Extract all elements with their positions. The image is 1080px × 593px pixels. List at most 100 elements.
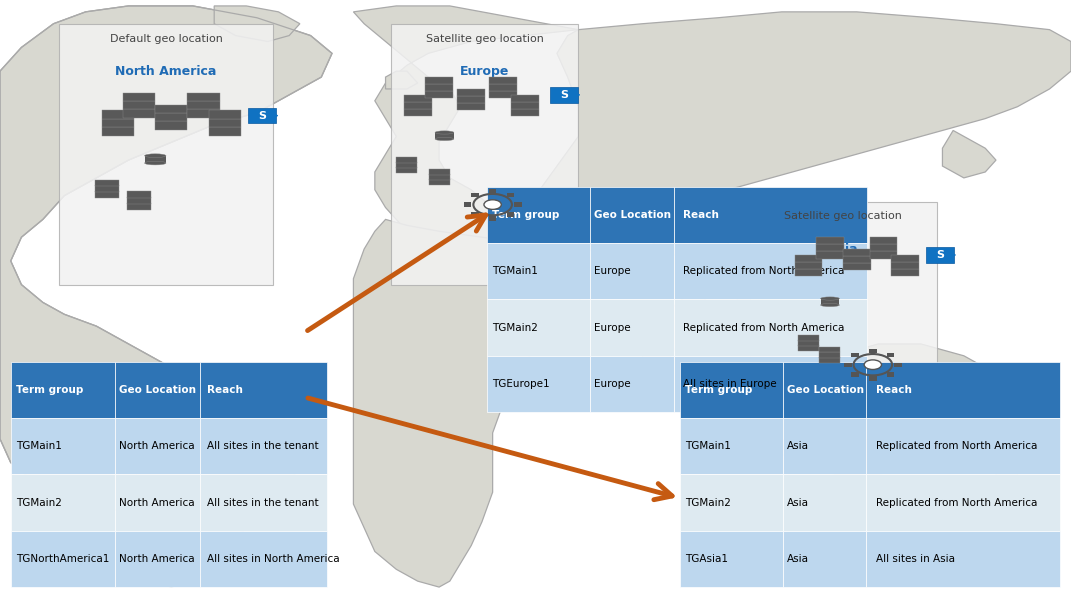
FancyBboxPatch shape — [396, 162, 418, 168]
FancyBboxPatch shape — [887, 372, 894, 377]
FancyBboxPatch shape — [208, 110, 241, 119]
FancyBboxPatch shape — [200, 474, 326, 531]
Text: All sites in Asia: All sites in Asia — [876, 554, 955, 564]
FancyBboxPatch shape — [463, 202, 472, 207]
FancyBboxPatch shape — [887, 353, 894, 357]
FancyBboxPatch shape — [123, 109, 156, 118]
Text: S: S — [258, 111, 267, 120]
FancyBboxPatch shape — [487, 243, 590, 299]
FancyBboxPatch shape — [208, 127, 241, 135]
FancyBboxPatch shape — [200, 531, 326, 587]
Polygon shape — [214, 6, 300, 42]
Text: Reach: Reach — [684, 210, 719, 220]
FancyBboxPatch shape — [127, 203, 151, 209]
FancyBboxPatch shape — [156, 113, 188, 122]
Polygon shape — [353, 219, 589, 587]
FancyBboxPatch shape — [674, 243, 867, 299]
FancyBboxPatch shape — [798, 340, 819, 346]
Text: Replicated from North America: Replicated from North America — [684, 323, 845, 333]
Text: TGAsia1: TGAsia1 — [685, 554, 728, 564]
FancyBboxPatch shape — [866, 474, 1061, 531]
FancyBboxPatch shape — [188, 109, 219, 118]
FancyBboxPatch shape — [95, 192, 119, 197]
FancyBboxPatch shape — [127, 192, 151, 197]
FancyBboxPatch shape — [851, 372, 859, 377]
FancyBboxPatch shape — [114, 418, 200, 474]
FancyBboxPatch shape — [891, 255, 919, 262]
Circle shape — [864, 360, 881, 369]
Text: Reach: Reach — [206, 385, 243, 395]
Text: Term group: Term group — [16, 385, 83, 395]
FancyBboxPatch shape — [891, 269, 919, 276]
FancyBboxPatch shape — [674, 187, 867, 243]
Text: All sites in North America: All sites in North America — [206, 554, 339, 564]
FancyBboxPatch shape — [511, 102, 539, 109]
Text: North America: North America — [116, 65, 217, 78]
FancyBboxPatch shape — [429, 179, 449, 185]
Text: Asia: Asia — [787, 498, 809, 508]
Polygon shape — [996, 463, 1017, 486]
FancyBboxPatch shape — [894, 362, 902, 367]
Text: North America: North America — [119, 498, 194, 508]
FancyBboxPatch shape — [487, 356, 590, 412]
FancyBboxPatch shape — [11, 362, 114, 418]
Polygon shape — [643, 231, 728, 385]
Text: Europe: Europe — [460, 65, 510, 78]
Circle shape — [484, 200, 501, 209]
Polygon shape — [353, 6, 578, 255]
FancyBboxPatch shape — [514, 202, 522, 207]
FancyBboxPatch shape — [429, 169, 449, 174]
FancyBboxPatch shape — [489, 84, 517, 91]
FancyBboxPatch shape — [489, 216, 497, 221]
FancyBboxPatch shape — [123, 93, 156, 101]
Ellipse shape — [821, 304, 839, 307]
FancyBboxPatch shape — [507, 193, 514, 197]
FancyBboxPatch shape — [95, 186, 119, 192]
FancyBboxPatch shape — [816, 237, 843, 244]
FancyBboxPatch shape — [200, 362, 326, 418]
Text: TGEurope1: TGEurope1 — [492, 379, 550, 389]
Text: Replicated from North America: Replicated from North America — [876, 498, 1038, 508]
Text: All sites in Europe: All sites in Europe — [684, 379, 777, 389]
FancyBboxPatch shape — [869, 244, 897, 251]
Text: Europe: Europe — [594, 379, 631, 389]
FancyBboxPatch shape — [869, 251, 897, 259]
FancyBboxPatch shape — [489, 77, 517, 84]
FancyBboxPatch shape — [674, 299, 867, 356]
Text: Europe: Europe — [594, 323, 631, 333]
FancyBboxPatch shape — [426, 91, 453, 98]
FancyBboxPatch shape — [123, 101, 156, 109]
FancyBboxPatch shape — [798, 345, 819, 351]
FancyBboxPatch shape — [489, 189, 497, 193]
Text: Asia: Asia — [787, 554, 809, 564]
FancyBboxPatch shape — [680, 362, 783, 418]
FancyBboxPatch shape — [783, 474, 866, 531]
FancyBboxPatch shape — [507, 212, 514, 216]
Ellipse shape — [145, 161, 166, 165]
FancyBboxPatch shape — [590, 356, 674, 412]
FancyBboxPatch shape — [114, 362, 200, 418]
FancyBboxPatch shape — [590, 187, 674, 243]
FancyBboxPatch shape — [680, 418, 783, 474]
FancyBboxPatch shape — [156, 121, 188, 129]
Text: Replicated from North America: Replicated from North America — [876, 441, 1038, 451]
FancyBboxPatch shape — [869, 237, 897, 244]
FancyBboxPatch shape — [750, 202, 937, 439]
FancyBboxPatch shape — [102, 110, 134, 119]
Text: Geo Location: Geo Location — [787, 385, 864, 395]
FancyBboxPatch shape — [391, 24, 578, 285]
Text: Asia: Asia — [787, 441, 809, 451]
Polygon shape — [943, 130, 996, 178]
Polygon shape — [118, 409, 311, 587]
FancyBboxPatch shape — [680, 474, 783, 531]
FancyBboxPatch shape — [820, 357, 840, 363]
FancyBboxPatch shape — [11, 531, 114, 587]
FancyBboxPatch shape — [487, 299, 590, 356]
Text: Replicated from North America: Replicated from North America — [684, 266, 845, 276]
FancyBboxPatch shape — [95, 180, 119, 186]
FancyBboxPatch shape — [200, 418, 326, 474]
FancyBboxPatch shape — [783, 362, 866, 418]
FancyBboxPatch shape — [551, 87, 578, 103]
FancyBboxPatch shape — [842, 256, 870, 263]
Text: All sites in the tenant: All sites in the tenant — [206, 498, 319, 508]
